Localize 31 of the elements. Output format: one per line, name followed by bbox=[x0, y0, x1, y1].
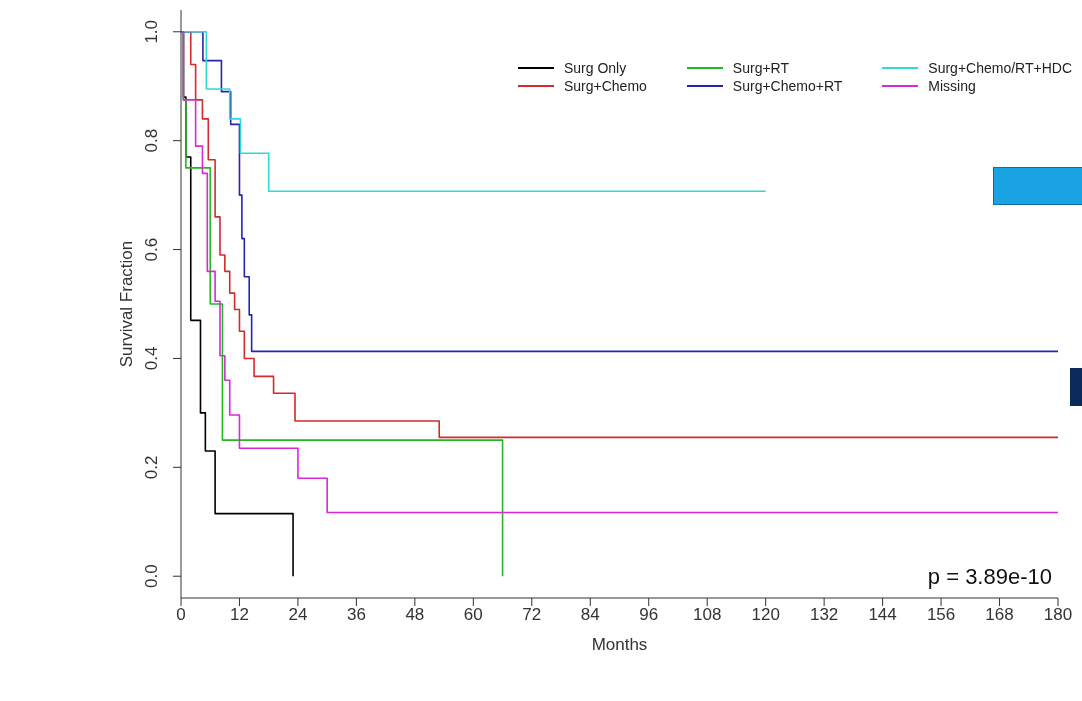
y-tick-label: 0.8 bbox=[142, 128, 161, 153]
legend-label: Surg+Chemo+RT bbox=[732, 78, 843, 94]
x-tick-label: 60 bbox=[463, 605, 483, 625]
y-tick-label: 1.0 bbox=[142, 19, 161, 44]
x-tick-label: 12 bbox=[230, 605, 249, 625]
x-tick-label: 84 bbox=[580, 605, 600, 625]
y-tick-label: 0.4 bbox=[142, 346, 161, 371]
x-tick-label: 48 bbox=[405, 605, 425, 625]
legend-label: Surg+Chemo bbox=[563, 78, 647, 94]
y-tick-label: 0.0 bbox=[142, 564, 161, 589]
x-axis-title: Months bbox=[591, 635, 648, 654]
legend-label: Surg Only bbox=[563, 60, 627, 76]
x-tick-label: 168 bbox=[985, 605, 1014, 625]
x-tick-label: 180 bbox=[1043, 605, 1073, 625]
y-axis-title: Survival Fraction bbox=[117, 240, 137, 368]
x-tick-label: 132 bbox=[809, 605, 839, 625]
y-tick-label: 0.2 bbox=[142, 455, 161, 480]
y-tick-label: 0.6 bbox=[142, 237, 161, 262]
x-tick-label: 72 bbox=[522, 605, 542, 625]
legend-label: Surg+Chemo/RT+HDC bbox=[928, 60, 1072, 76]
x-tick-label: 0 bbox=[176, 605, 186, 625]
x-tick-label: 144 bbox=[868, 605, 897, 625]
legend-label: Missing bbox=[928, 78, 976, 94]
x-tick-label: 120 bbox=[751, 605, 780, 625]
legend-label: Surg+RT bbox=[732, 60, 790, 76]
x-tick-label: 108 bbox=[693, 605, 722, 625]
annotation: p = 3.89e-10 bbox=[927, 564, 1052, 590]
x-tick-label: 156 bbox=[926, 605, 956, 625]
x-tick-label: 24 bbox=[288, 605, 308, 625]
x-tick-label: 96 bbox=[639, 605, 659, 625]
x-tick-label: 36 bbox=[346, 605, 366, 625]
